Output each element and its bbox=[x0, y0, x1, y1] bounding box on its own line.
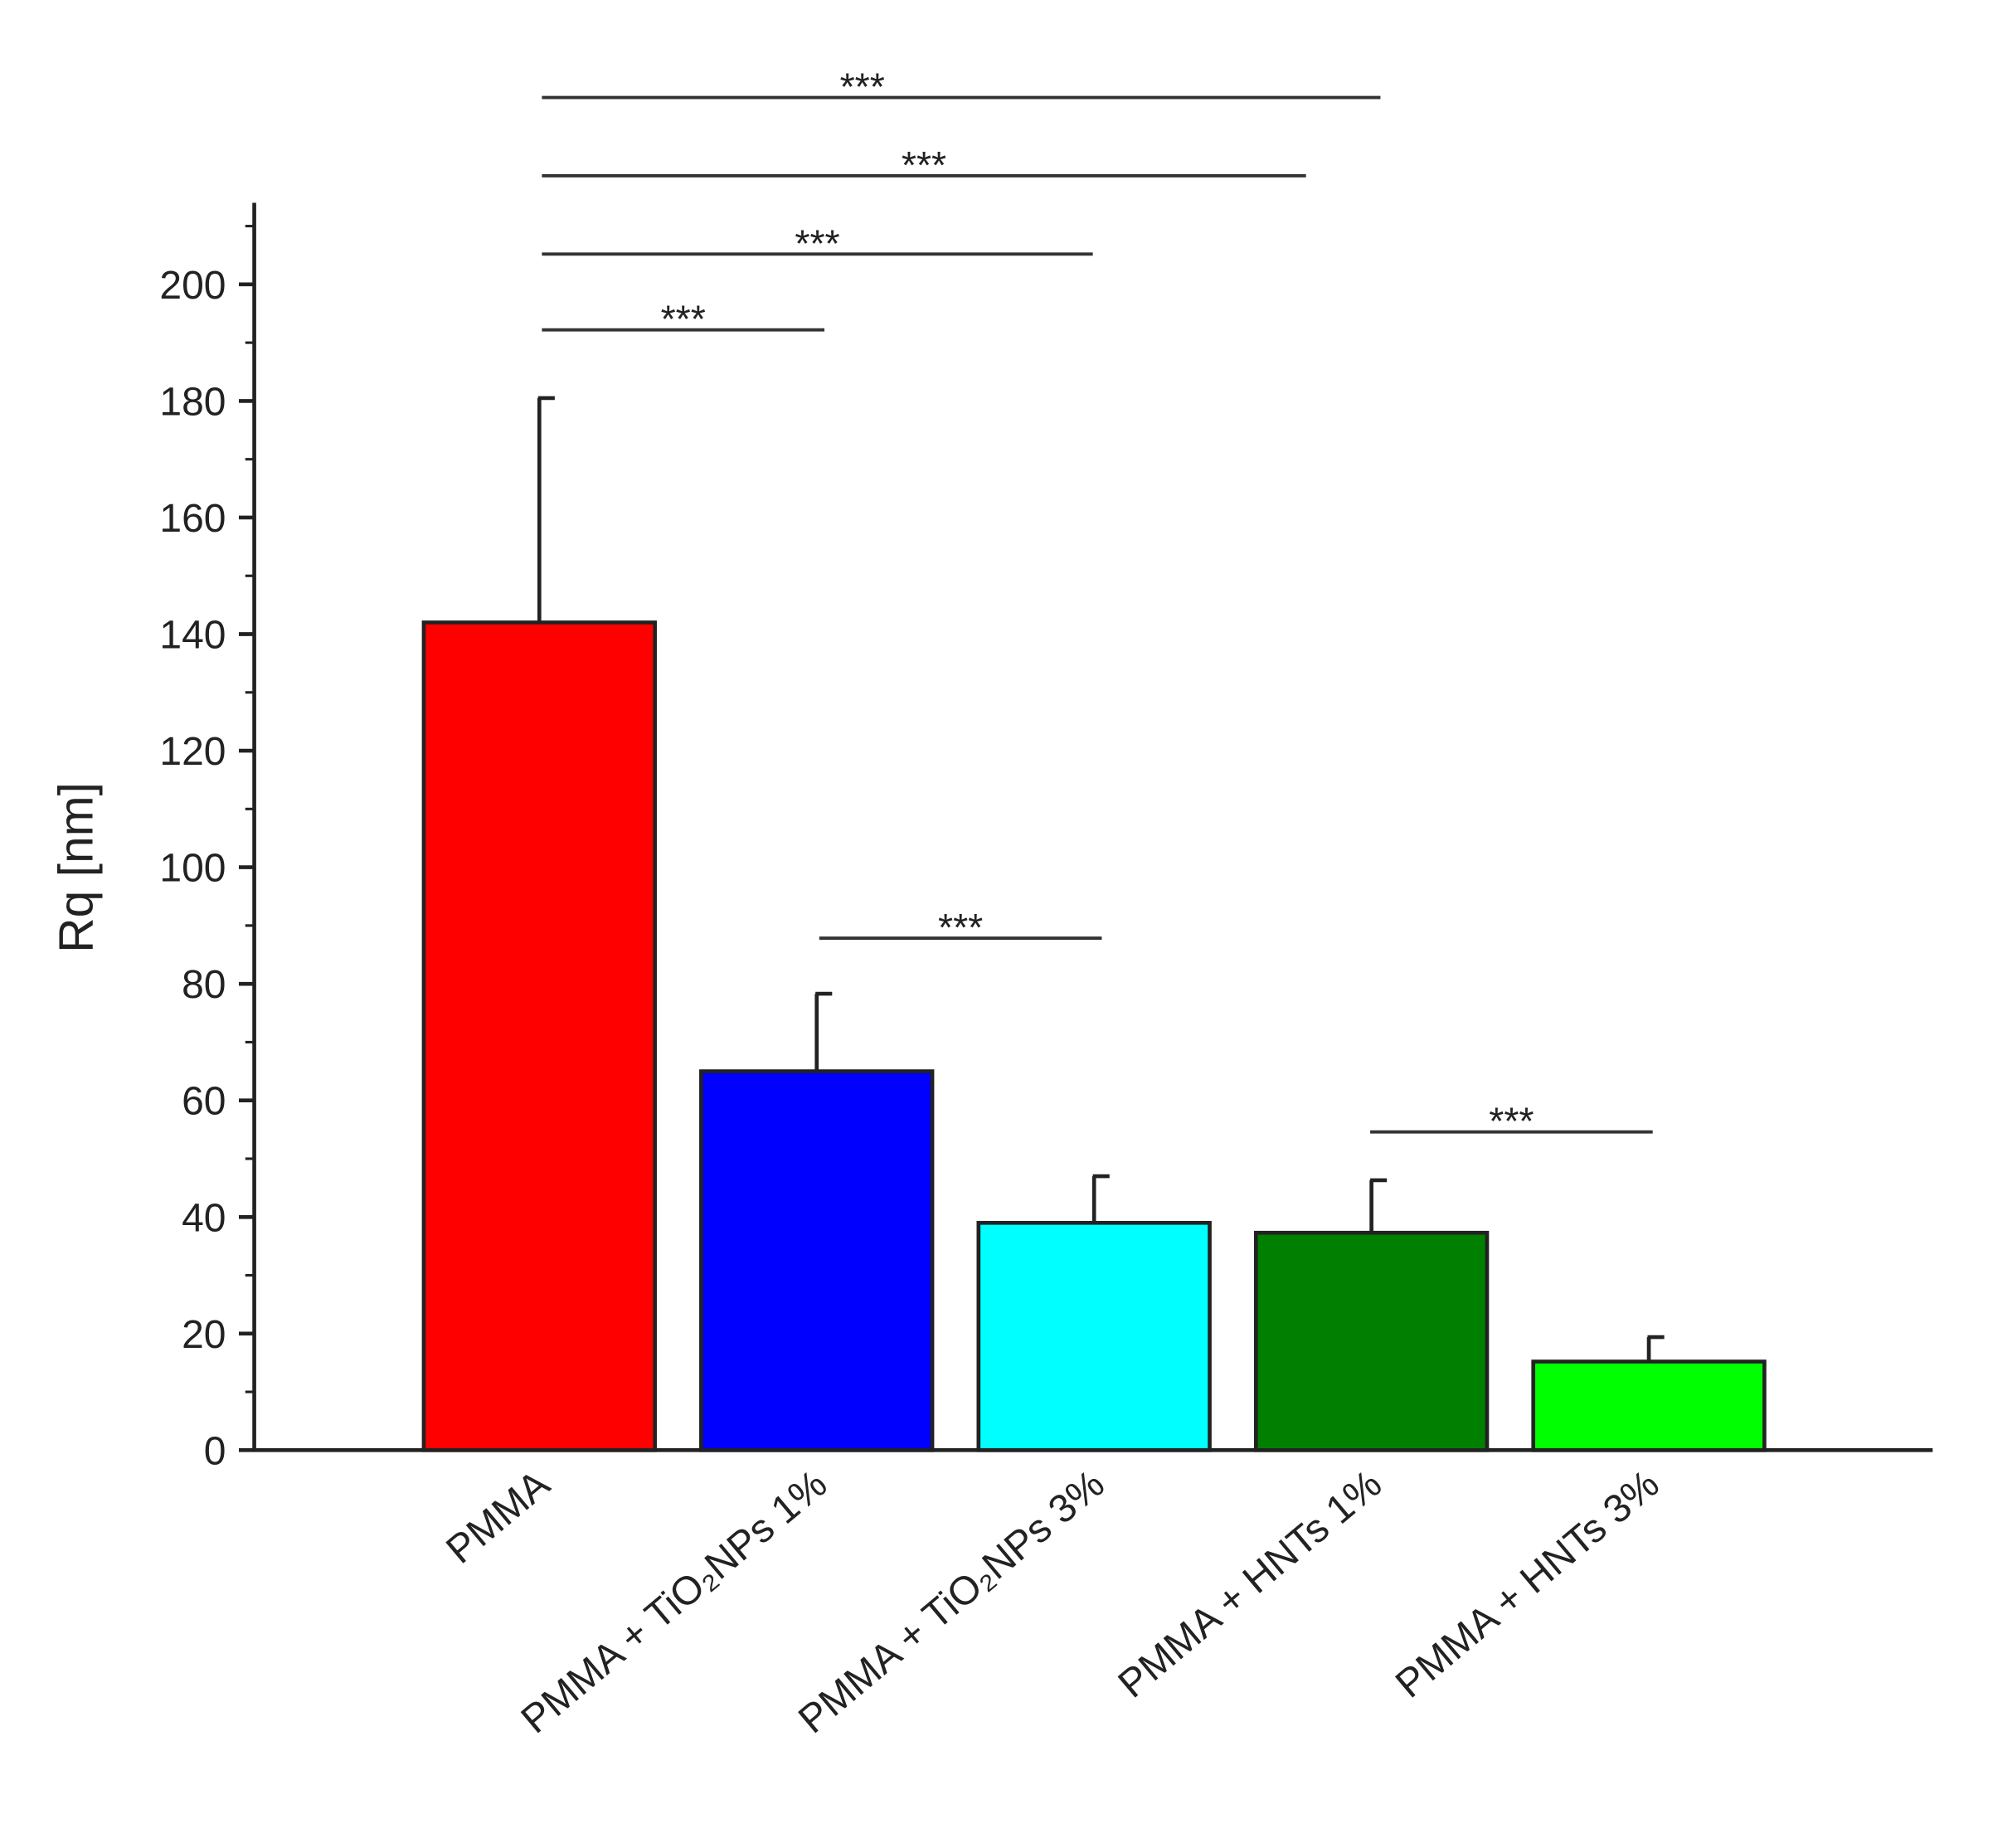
y-tick-label: 140 bbox=[159, 614, 226, 658]
y-tick-label: 180 bbox=[159, 380, 226, 424]
y-tick-label: 120 bbox=[159, 730, 226, 774]
bar bbox=[1531, 1359, 1767, 1452]
significance-label: *** bbox=[902, 143, 946, 187]
significance-label: *** bbox=[661, 298, 706, 341]
x-tick-label: PMMA + TiO₂NPs 1% bbox=[513, 1462, 835, 1743]
significance-label: *** bbox=[840, 66, 885, 109]
x-tick-label: PMMA + HNTs 3% bbox=[1388, 1462, 1667, 1707]
y-tick-label: 80 bbox=[182, 963, 226, 1007]
y-tick-label: 160 bbox=[159, 497, 226, 541]
bar bbox=[1253, 1230, 1490, 1452]
x-tick-label: PMMA + TiO₂NPs 3% bbox=[790, 1462, 1112, 1743]
x-tick-label: PMMA bbox=[438, 1462, 557, 1573]
y-tick-label: 20 bbox=[182, 1313, 226, 1357]
bar bbox=[699, 1069, 935, 1452]
x-tick-label: PMMA + HNTs 1% bbox=[1111, 1462, 1390, 1707]
bar bbox=[421, 620, 657, 1452]
y-tick-label: 40 bbox=[182, 1196, 226, 1240]
y-axis-label: Rq [nm] bbox=[49, 782, 103, 953]
y-tick-label: 60 bbox=[182, 1080, 226, 1124]
y-tick-label: 200 bbox=[159, 264, 226, 308]
y-tick-label: 100 bbox=[159, 847, 226, 891]
bar bbox=[976, 1220, 1212, 1452]
y-tick-label: 0 bbox=[204, 1429, 226, 1473]
significance-label: *** bbox=[938, 906, 983, 949]
significance-label: *** bbox=[795, 221, 839, 265]
significance-label: *** bbox=[1489, 1100, 1534, 1143]
